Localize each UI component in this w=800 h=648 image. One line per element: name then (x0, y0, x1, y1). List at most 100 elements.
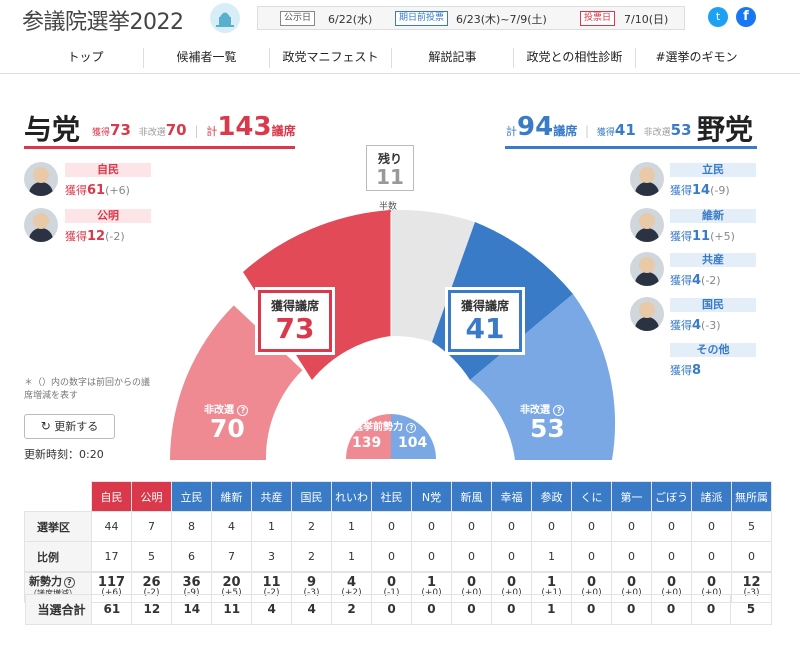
table-cell: 0 (651, 511, 692, 542)
schedule-tag: 期日前投票 (395, 11, 449, 26)
table-row: 選挙区 44 7 8 4 1 2 1 0 0 0 0 0 0 0 0 0 5 (24, 511, 772, 542)
opp-noncontest-arc (470, 294, 616, 460)
table-cell: 1 (331, 511, 372, 542)
party-name: 自民 (65, 163, 151, 177)
party-col-header: 立民 (171, 481, 212, 512)
avatar (630, 297, 664, 331)
info-icon: ? (64, 577, 75, 588)
party-result: 獲得12(-2) (65, 229, 125, 244)
footnote: ＊（）内の数字は前回からの議席増減を表す (24, 378, 151, 401)
table-cell: 4 (251, 593, 293, 625)
table-cell: 0 (491, 541, 532, 572)
table-cell: 2 (291, 511, 332, 542)
pre-ruling-value: 139 (352, 435, 382, 451)
twitter-icon[interactable]: t (708, 7, 728, 27)
table-cell: 1 (331, 541, 372, 572)
table-cell: 1 (530, 593, 572, 625)
schedule-tag: 公示日 (280, 11, 316, 26)
party-col-header: れいわ (331, 481, 372, 512)
info-icon: ? (406, 423, 417, 433)
remaining-box: 残り 11 (366, 145, 414, 191)
party-result: 獲得8 (670, 363, 702, 378)
remaining-arc (391, 209, 475, 342)
schedule-tag: 投票日 (580, 11, 616, 26)
opp-won-box: 獲得議席 41 (448, 290, 522, 352)
avatar (24, 208, 58, 242)
table-cell: 4 (211, 511, 252, 542)
table-cell: 7 (211, 541, 252, 572)
party-col-header: 新風 (451, 481, 492, 512)
party-name: 国民 (670, 298, 756, 312)
diet-building-icon (210, 3, 240, 33)
table-cell: 0 (610, 593, 652, 625)
table-cell: 1 (251, 511, 292, 542)
half-label: 半数 (379, 202, 398, 212)
table-cell: 4 (291, 593, 333, 625)
table-cell: 0 (570, 593, 612, 625)
opposition-title: 野党 (697, 113, 754, 146)
party-col-header: 社民 (371, 481, 412, 512)
facebook-icon[interactable]: f (736, 7, 756, 27)
results-table: 自民 公明 立民 維新 共産 国民 れいわ 社民 N党 新風 幸福 参政 くに 第一 ごぼう 諸派 無所属 選挙… (24, 481, 772, 625)
table-cell: 0 (651, 541, 692, 572)
table-cell: 0 (611, 541, 652, 572)
row-label: 比例 (24, 541, 92, 572)
row-label: 選挙区 (24, 511, 92, 542)
table-cell: 0 (491, 511, 532, 542)
party-result: 獲得14(-9) (670, 183, 730, 198)
table-row: 比例 17 5 6 7 3 2 1 0 0 0 0 1 0 0 0 0 0 (24, 541, 772, 572)
party-name: 共産 (670, 253, 756, 267)
opposition-underline (505, 146, 757, 149)
nav-faq[interactable]: #選挙のギモン (635, 48, 757, 68)
nav-candidates[interactable]: 候補者一覧 (143, 48, 269, 68)
header: 参議院選挙2022 公示日 6/22(水) 期日前投票 6/23(木)~7/9(… (0, 0, 800, 40)
table-cell: 0 (691, 511, 732, 542)
table-cell: 1 (531, 541, 572, 572)
nav-manifesto[interactable]: 政党マニフェスト (269, 48, 391, 68)
party-col-header: 第一 (611, 481, 652, 512)
avatar (630, 162, 664, 196)
party-col-header: 維新 (211, 481, 252, 512)
table-cell: 44 (91, 511, 132, 542)
table-cell: 5 (131, 541, 172, 572)
nav-matching[interactable]: 政党との相性診断 (513, 48, 635, 68)
seat-chart (170, 209, 616, 460)
table-cell: 0 (371, 593, 412, 625)
row-label: 当選合計 (24, 593, 93, 625)
pre-election-pill (346, 414, 436, 459)
table-cell: 0 (451, 511, 492, 542)
info-icon: ? (237, 405, 249, 416)
table-cell: 5 (730, 593, 772, 625)
updated-time: 更新時刻：0:20 (24, 448, 104, 461)
table-cell: 0 (531, 511, 572, 542)
nav-top[interactable]: トップ (67, 50, 104, 64)
table-cell: 8 (171, 511, 212, 542)
table-cell: 0 (490, 593, 532, 625)
nav-articles[interactable]: 解説記事 (391, 48, 513, 68)
table-cell: 14 (171, 593, 213, 625)
ruling-underline (24, 146, 295, 149)
pre-opp-value: 104 (398, 435, 428, 451)
table-cell: 0 (371, 541, 412, 572)
party-result: 獲得4(-3) (670, 318, 721, 333)
refresh-button[interactable]: ↻ 更新する (24, 414, 115, 439)
party-col-header: 参政 (531, 481, 572, 512)
party-col-header: N党 (411, 481, 452, 512)
table-cell: 0 (691, 541, 732, 572)
table-cell: 0 (571, 541, 612, 572)
opposition-summary: 計94議席 | 獲得41 非改選53 (506, 112, 692, 142)
table-cell: 0 (371, 511, 412, 542)
avatar (24, 162, 58, 196)
ruling-noncontest-label: 非改選 ? (204, 401, 249, 416)
table-cell: 61 (91, 593, 133, 625)
table-cell: 0 (451, 541, 492, 572)
pre-election-label: 選挙前勢力 ? (353, 418, 417, 433)
opp-noncontest-label: 非改選 ? (520, 401, 565, 416)
ruling-summary: 獲得73 非改選70 | 計143議席 (92, 112, 296, 142)
party-col-header: くに (571, 481, 612, 512)
party-result: 獲得61(+6) (65, 183, 130, 198)
table-cell: 17 (91, 541, 132, 572)
table-cell: 2 (331, 593, 373, 625)
avatar (630, 208, 664, 242)
table-cell: 2 (291, 541, 332, 572)
